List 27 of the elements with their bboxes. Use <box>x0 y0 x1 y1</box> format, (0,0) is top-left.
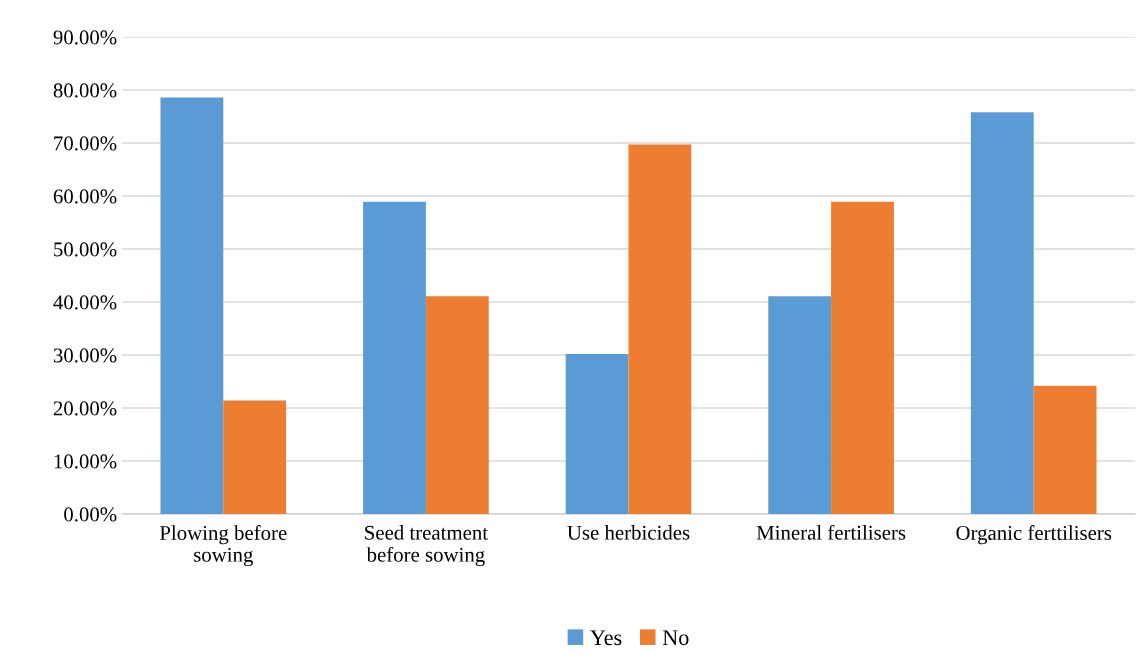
legend-label: No <box>662 630 689 646</box>
bar <box>970 112 1034 514</box>
y-tick-label: 20.00% <box>53 401 117 416</box>
x-tick-label: Use herbicides <box>567 525 690 540</box>
y-tick-label: 50.00% <box>54 242 117 257</box>
y-tick-label: 10.00% <box>54 454 117 469</box>
y-tick-label: 70.00% <box>54 136 117 151</box>
bar <box>565 353 629 514</box>
x-tick-label: Organic ferttilisers <box>956 525 1112 545</box>
x-tick-label: Seed treatment before sowing <box>365 525 488 567</box>
bar <box>628 144 692 514</box>
bar <box>223 400 287 514</box>
y-tick-label: 30.00% <box>53 348 117 363</box>
y-tick-label: 90.00% <box>53 30 117 45</box>
bar <box>1033 385 1097 514</box>
bar <box>768 296 832 514</box>
y-tick-label: 40.00% <box>53 295 117 310</box>
y-tick-label: 60.00% <box>53 189 117 204</box>
legend-label: Yes <box>590 630 622 646</box>
bar <box>160 97 224 514</box>
bar <box>831 201 894 514</box>
bar <box>363 201 426 514</box>
x-tick-label: Plowing before sowing <box>159 525 287 567</box>
y-tick-label: 0.00% <box>64 507 117 522</box>
x-tick-label: Mineral fertilisers <box>756 524 906 540</box>
y-tick-label: 80.00% <box>53 83 117 98</box>
bar <box>425 296 489 514</box>
